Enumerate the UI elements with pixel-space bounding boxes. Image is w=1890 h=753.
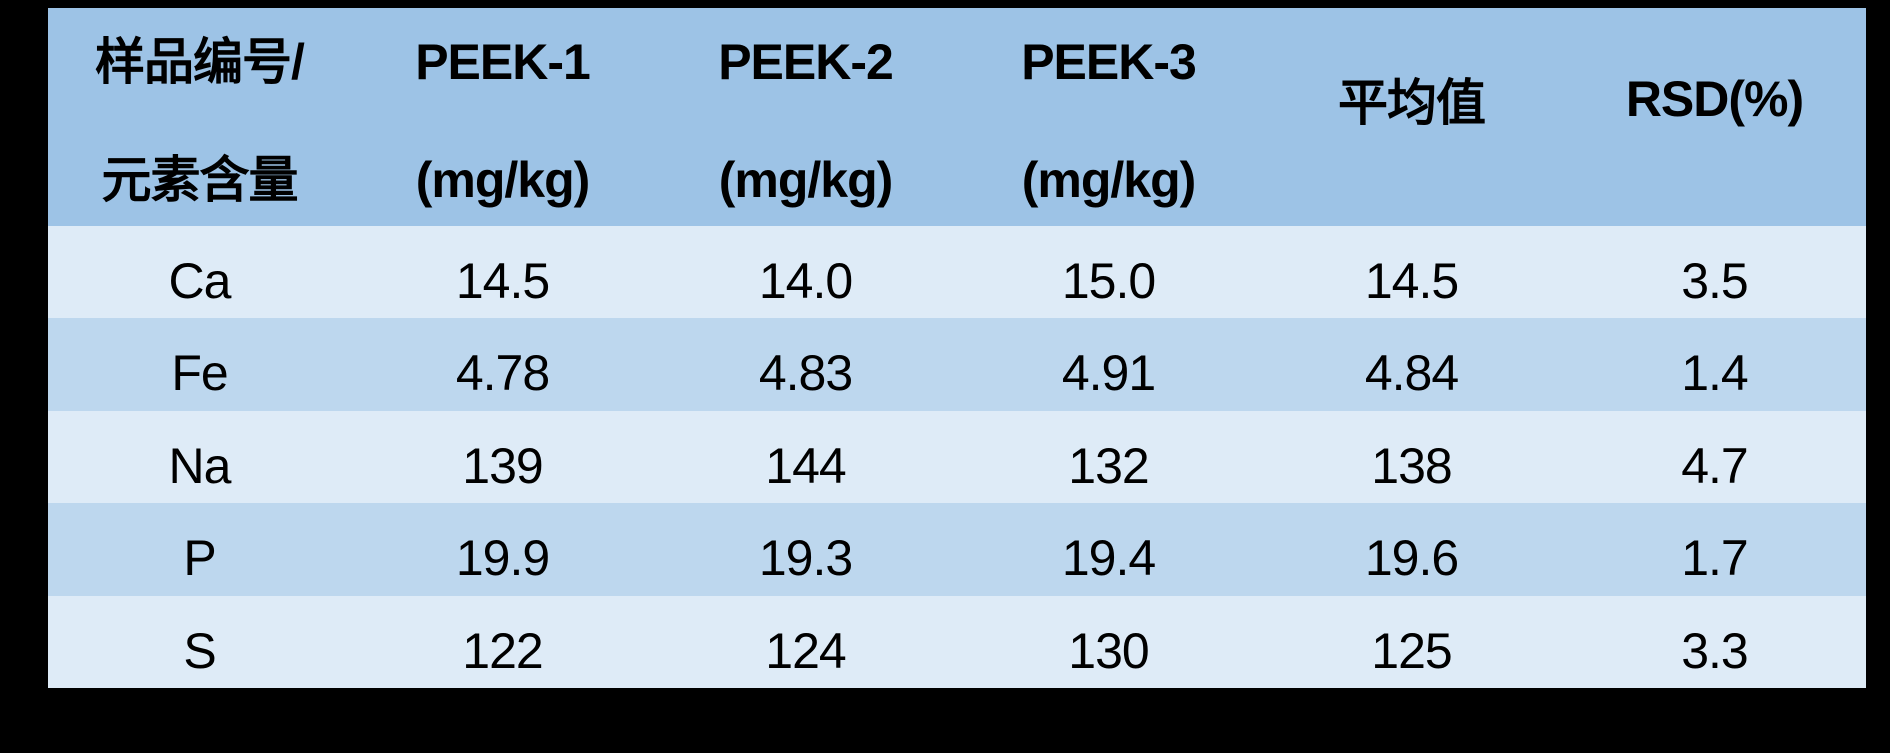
cell-average-value: 125: [1371, 622, 1452, 679]
cell-element: Ca: [168, 253, 232, 309]
cell-peek1-value: 139: [462, 437, 543, 494]
header-average-label: 平均值: [1338, 75, 1486, 131]
cell-peek2-value: 14.0: [758, 253, 853, 309]
header-peek1-unit: (mg/kg): [415, 152, 591, 208]
cell-rsd-value: 4.7: [1681, 437, 1749, 494]
cell-peek2-value: 19.3: [758, 530, 853, 587]
header-rsd-label: RSD(%): [1625, 71, 1804, 127]
cell-peek1-value: 4.78: [455, 345, 550, 402]
cell-peek3-value: 132: [1068, 437, 1149, 494]
header-element-line: 元素含量: [101, 152, 299, 208]
element-content-table: 样品编号/ 元素含量 PEEK-1 (mg/kg) PEEK-2 (mg/kg)…: [48, 8, 1866, 689]
cell-element: Fe: [171, 345, 228, 402]
cell-peek1-value: 122: [462, 622, 543, 679]
cell-average-value: 19.6: [1364, 530, 1459, 587]
cell-element: Na: [168, 437, 232, 494]
table-row-p: P 19.9 19.3 19.4 19.6 1.7: [48, 503, 1866, 596]
cell-peek2-value: 4.83: [758, 345, 853, 402]
cell-rsd-value: 1.7: [1681, 530, 1749, 587]
header-cell-rsd: RSD(%): [1563, 8, 1866, 226]
cell-average-value: 138: [1371, 437, 1452, 494]
cell-peek3-value: 15.0: [1061, 253, 1156, 309]
cell-average-value: 14.5: [1364, 253, 1459, 309]
cell-peek1-value: 14.5: [455, 253, 550, 309]
header-cell-sample-element: 样品编号/ 元素含量: [48, 8, 351, 226]
table-header-row: 样品编号/ 元素含量 PEEK-1 (mg/kg) PEEK-2 (mg/kg)…: [48, 8, 1866, 226]
header-peek3-name: PEEK-3: [1021, 34, 1197, 90]
header-cell-peek2: PEEK-2 (mg/kg): [654, 8, 957, 226]
header-peek3-unit: (mg/kg): [1021, 152, 1197, 208]
cell-rsd-value: 3.5: [1681, 253, 1749, 309]
header-cell-peek1: PEEK-1 (mg/kg): [351, 8, 654, 226]
table-row-ca: Ca 14.5 14.0 15.0 14.5 3.5: [48, 226, 1866, 319]
table-row-na: Na 139 144 132 138 4.7: [48, 410, 1866, 504]
cell-peek3-value: 4.91: [1061, 345, 1156, 402]
header-sample-line: 样品编号/: [95, 34, 305, 90]
cell-element: P: [183, 530, 216, 587]
header-peek2-name: PEEK-2: [718, 34, 894, 90]
cell-peek2-value: 144: [765, 437, 846, 494]
cell-rsd-value: 1.4: [1681, 345, 1749, 402]
cell-peek2-value: 124: [765, 622, 846, 679]
header-peek1-name: PEEK-1: [415, 34, 591, 90]
table-row-s: S 122 124 130 125 3.3: [48, 595, 1866, 689]
cell-rsd-value: 3.3: [1681, 622, 1749, 679]
cell-peek3-value: 130: [1068, 622, 1149, 679]
table-row-fe: Fe 4.78 4.83 4.91 4.84 1.4: [48, 318, 1866, 411]
header-peek2-unit: (mg/kg): [718, 152, 894, 208]
cell-peek1-value: 19.9: [455, 530, 550, 587]
header-cell-peek3: PEEK-3 (mg/kg): [957, 8, 1260, 226]
header-cell-average: 平均值: [1260, 8, 1563, 226]
cell-average-value: 4.84: [1364, 345, 1459, 402]
cell-element: S: [183, 622, 216, 679]
cell-peek3-value: 19.4: [1061, 530, 1156, 587]
